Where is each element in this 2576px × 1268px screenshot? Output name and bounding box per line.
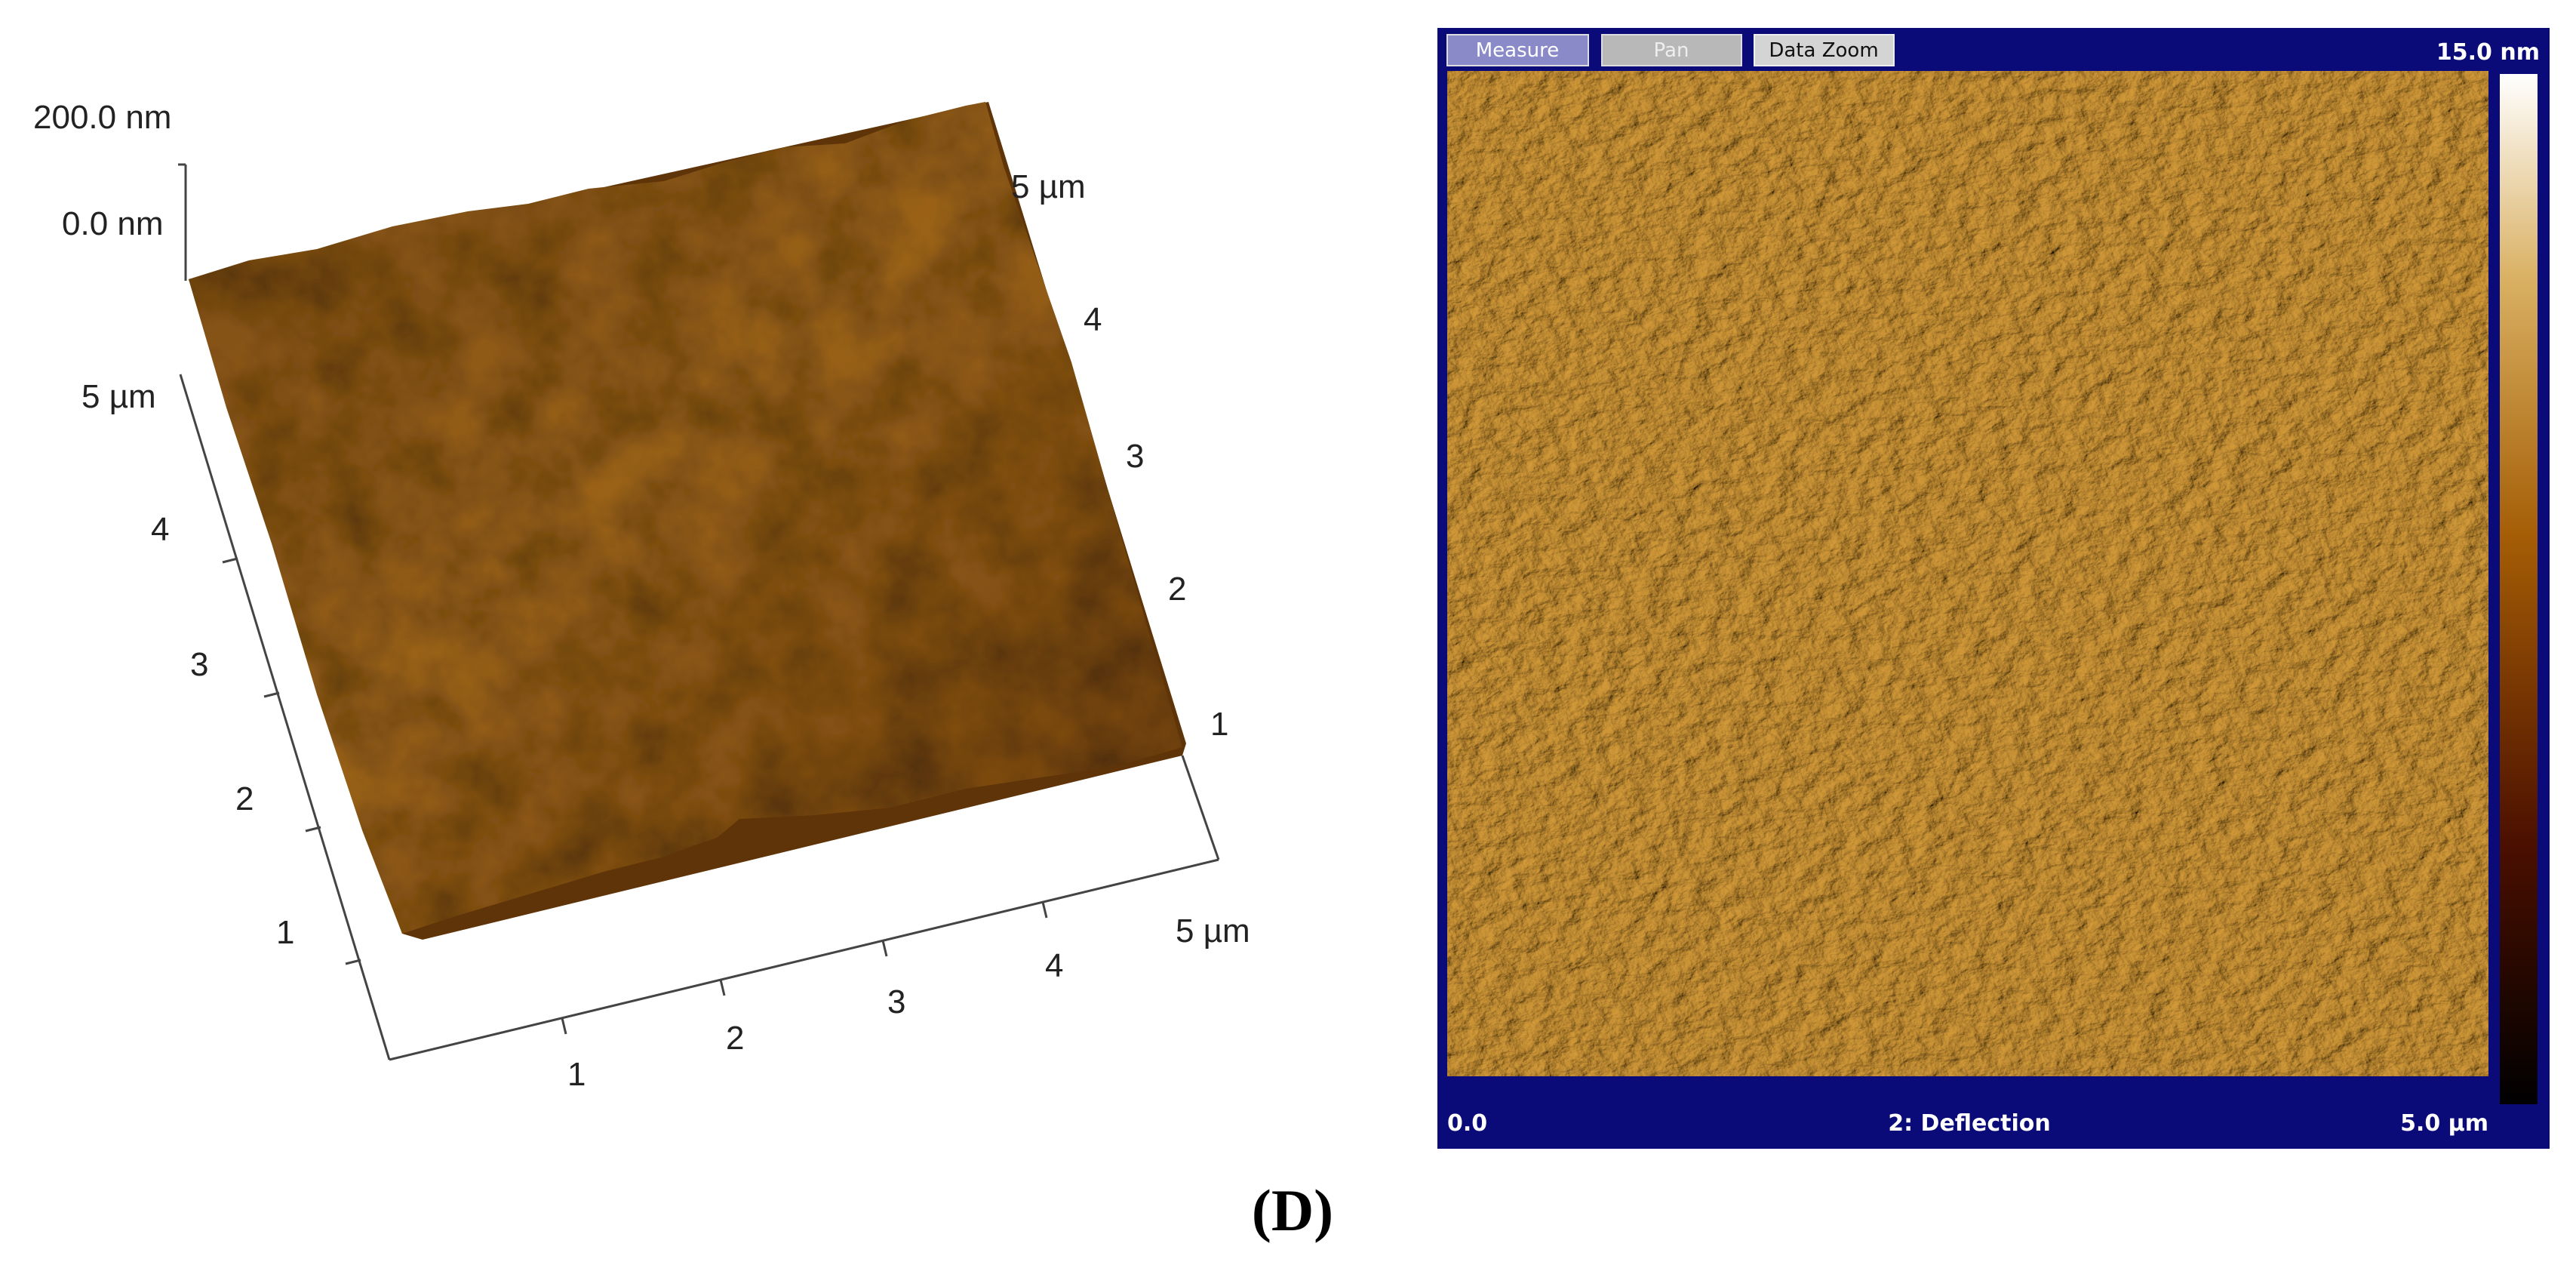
- bottom-axis-label: 5 µm: [1176, 913, 1250, 949]
- button-label[interactable]: Measure: [1476, 39, 1560, 62]
- right-axis-label: 4: [1084, 301, 1102, 338]
- surface: [189, 102, 1182, 934]
- right-axis-label: 2: [1168, 571, 1186, 608]
- left-axis-label: 4: [151, 511, 169, 548]
- bottom-axis-label: 3: [887, 983, 905, 1020]
- color-bar: [2500, 74, 2538, 1104]
- measure-button[interactable]: [1446, 34, 1589, 66]
- button-label[interactable]: Pan: [1654, 39, 1689, 62]
- channel: 2: Deflection: [1888, 1110, 2051, 1137]
- x-start: 0.0: [1447, 1110, 1487, 1137]
- data-zoom-button[interactable]: [1754, 34, 1895, 66]
- caption: (D): [1252, 1177, 1333, 1243]
- surface-plot: 200.0 nm 0.0 nm 5 µm 4 3 2 1 1 2 3 4 5 µ…: [33, 99, 1250, 1093]
- scale-max: 15.0 nm: [2436, 39, 2540, 66]
- pan-button[interactable]: [1601, 34, 1742, 66]
- left-axis-label: 5 µm: [81, 378, 156, 415]
- right-axis-label: 5 µm: [1011, 168, 1086, 205]
- left-axis-label: 2: [235, 780, 254, 817]
- z-label: 200.0 nm: [33, 99, 171, 136]
- ticks: [222, 557, 1048, 1035]
- afm-viewer: Measure Pan Data Zoom 15.0 nm 0.0 2: Def…: [1437, 28, 2550, 1149]
- bottom-axis: [389, 858, 1219, 1061]
- deflection-image: [1447, 71, 2488, 1076]
- x-end: 5.0 µm: [2400, 1110, 2488, 1137]
- bottom-axis-label: 2: [726, 1020, 744, 1057]
- right-axis-label: 3: [1126, 438, 1144, 475]
- bottom-axis-label: 4: [1045, 947, 1063, 984]
- left-axis-label: 1: [276, 914, 294, 951]
- right-axis: [1181, 755, 1220, 860]
- button-label[interactable]: Data Zoom: [1769, 39, 1878, 62]
- right-axis-label: 1: [1210, 706, 1228, 743]
- bottom-axis-label: 1: [567, 1056, 586, 1093]
- left-axis: [179, 374, 391, 1060]
- z-label: 0.0 nm: [62, 205, 164, 242]
- left-axis-label: 3: [190, 646, 208, 683]
